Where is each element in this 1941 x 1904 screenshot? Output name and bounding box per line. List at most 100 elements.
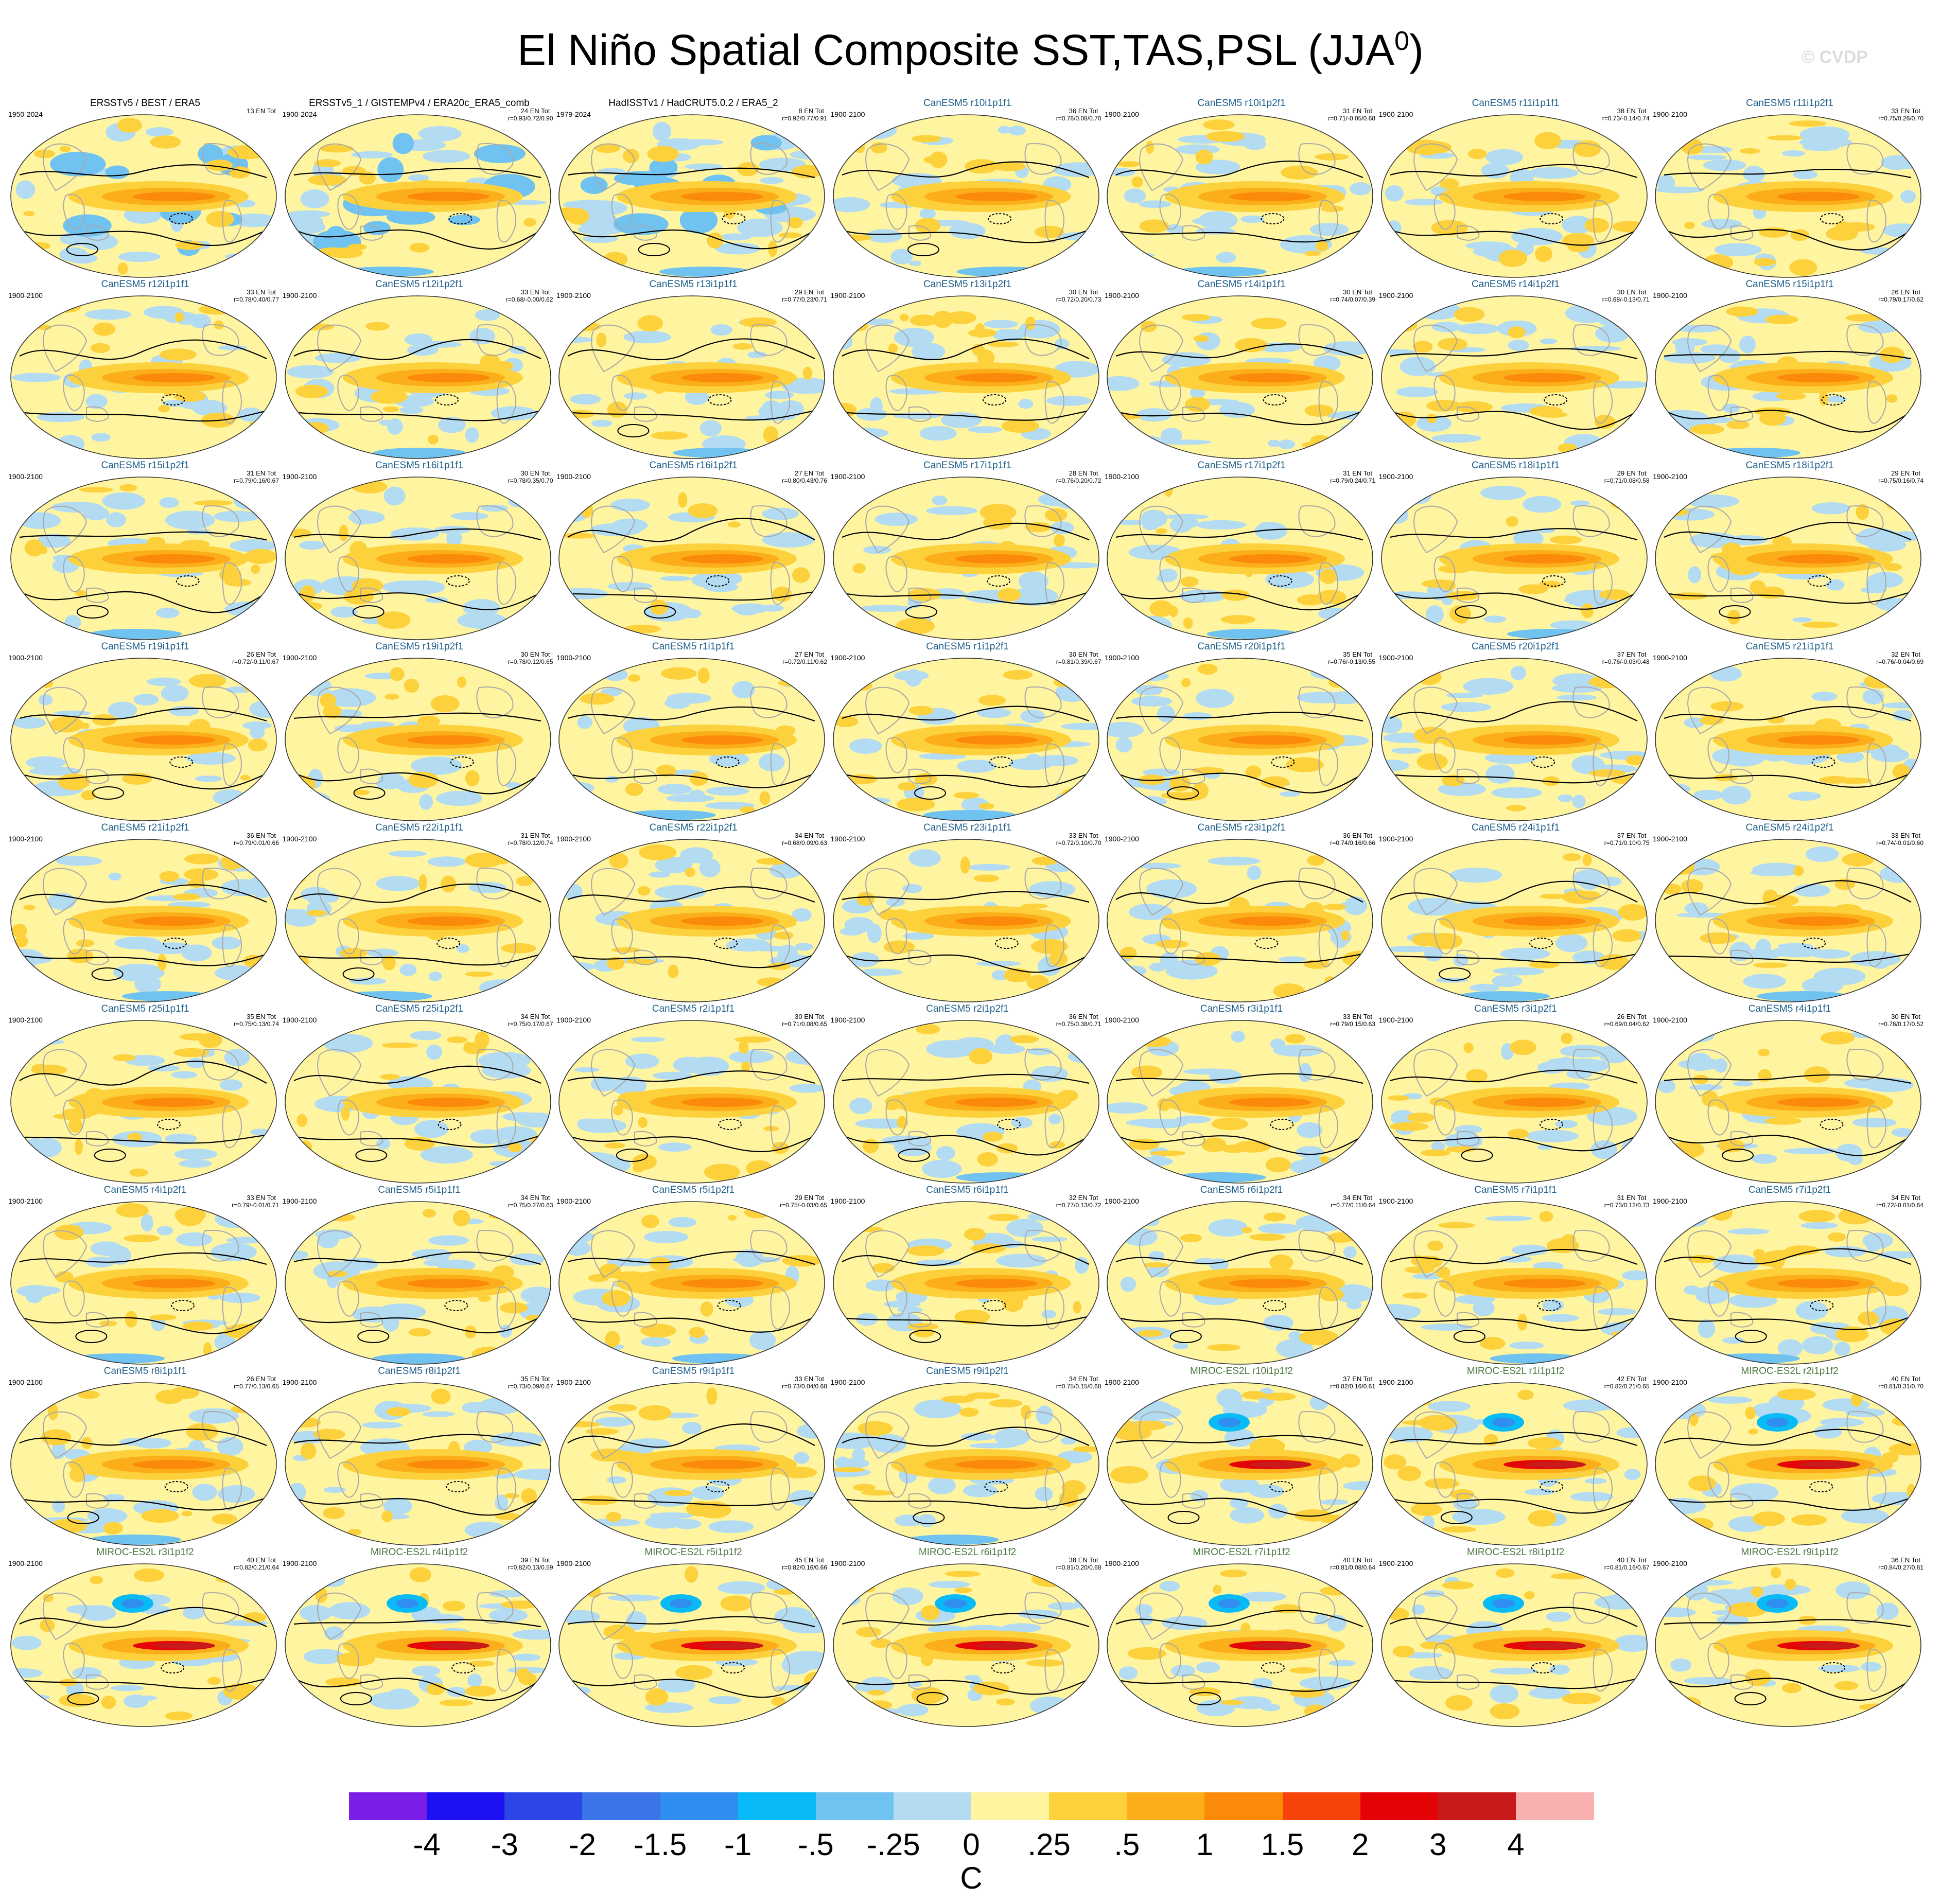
warm-anomaly-patch: [609, 853, 628, 869]
warm-anomaly-patch: [1124, 319, 1135, 332]
warm-anomaly-patch: [1155, 528, 1167, 534]
composite-map: [10, 114, 277, 278]
coastline: [1456, 225, 1479, 241]
cool-anomaly-patch: [231, 213, 276, 227]
warm-anomaly-patch: [1542, 776, 1560, 786]
cool-anomaly-patch: [801, 1414, 820, 1425]
coastline: [1846, 1049, 1884, 1081]
cool-anomaly-patch: [833, 197, 870, 213]
figure-title: El Niño Spatial Composite SST,TAS,PSL (J…: [0, 15, 1941, 76]
psl-contour: [1438, 967, 1471, 981]
panel-years: 1900-2100: [1653, 291, 1687, 299]
warm-anomaly-patch: [1681, 879, 1704, 893]
warm-anomaly-patch: [500, 1600, 539, 1609]
composite-map: [1380, 658, 1648, 821]
cool-anomaly-patch: [855, 968, 902, 976]
cool-anomaly-patch: [591, 419, 613, 427]
coastline: [222, 381, 242, 424]
cool-anomaly-patch: [253, 1328, 276, 1343]
coastline: [1846, 1411, 1884, 1443]
panel-pattern-correlation: r=0.84/0.27/0.81: [1878, 1564, 1923, 1571]
psl-contour: [1121, 591, 1366, 611]
psl-contour: [1664, 1248, 1912, 1265]
cool-anomaly-patch: [1057, 1399, 1078, 1405]
cool-anomaly-patch: [749, 1331, 776, 1350]
cool-anomaly-patch: [668, 1217, 697, 1228]
warm-anomaly-patch: [248, 738, 268, 752]
warm-anomaly-patch: [623, 624, 661, 633]
cool-anomaly-patch: [165, 1133, 197, 1144]
cool-anomaly-patch: [218, 345, 248, 350]
warm-anomaly-patch: [1139, 219, 1169, 233]
cool-anomaly-patch: [102, 492, 145, 510]
cool-anomaly-patch: [1342, 435, 1373, 444]
psl-contour: [1395, 1315, 1640, 1331]
map-border: [1107, 477, 1373, 640]
coastline: [63, 737, 85, 773]
psl-contour: [847, 228, 1092, 243]
panel-years: 1900-2100: [1653, 1197, 1687, 1205]
cool-anomaly-patch: [1123, 965, 1147, 977]
warm-anomaly-patch: [1341, 930, 1350, 941]
coastline: [885, 375, 907, 411]
warm-anomaly-patch: [471, 1347, 504, 1362]
warm-anomaly-patch: [150, 135, 181, 149]
map-panel: CanESM5 r18i1p2f1 1900-2100 29 EN Tot r=0.7…: [1652, 460, 1928, 645]
warm-anomaly-patch: [899, 313, 909, 322]
warm-anomaly-patch: [771, 1697, 786, 1706]
warm-anomaly-patch: [1599, 589, 1630, 600]
enso-tongue-core: [1503, 554, 1586, 563]
warm-anomaly-patch: [833, 1467, 865, 1473]
cool-anomaly-patch: [1542, 1314, 1579, 1323]
warm-anomaly-patch: [386, 1407, 410, 1417]
psl-negative-contour: [157, 1119, 181, 1130]
composite-map: [10, 839, 277, 1002]
cool-anomaly-patch: [1687, 154, 1727, 160]
psl-contour: [293, 528, 541, 541]
panel-pattern-correlation: r=0.75/0.27/0.63: [508, 1202, 553, 1209]
warm-anomaly-patch: [1129, 1420, 1166, 1431]
cool-anomaly-patch: [192, 400, 227, 416]
map-panel: CanESM5 r9i1p1f1 1900-2100 33 EN Tot r=0.73…: [555, 1366, 831, 1551]
psl-negative-contour: [1542, 575, 1566, 587]
coastline: [1139, 686, 1184, 735]
coastline: [1730, 1493, 1754, 1509]
southern-ocean-cool-band: [1174, 267, 1267, 277]
psl-contour: [299, 1134, 544, 1148]
cool-anomaly-patch: [1705, 1589, 1753, 1605]
warm-anomaly-patch: [739, 1041, 749, 1054]
coastline: [1707, 193, 1729, 230]
warm-anomaly-patch: [602, 1290, 631, 1307]
cool-anomaly-patch: [448, 215, 480, 225]
cool-anomaly-patch: [108, 1246, 131, 1265]
panel-event-count: 26 EN Tot: [247, 1375, 276, 1383]
cool-anomaly-patch: [1110, 504, 1135, 510]
warm-anomaly-patch: [1024, 522, 1051, 533]
panel-event-count: 40 EN Tot: [1343, 1556, 1372, 1564]
warm-anomaly-patch: [979, 504, 1017, 521]
warm-anomaly-patch: [90, 343, 111, 353]
cool-anomaly-patch: [559, 1156, 585, 1163]
psl-contour: [567, 1423, 815, 1448]
warm-anomaly-patch: [1728, 1602, 1768, 1617]
warm-anomaly-patch: [1397, 1466, 1421, 1482]
warm-anomaly-patch: [1234, 338, 1268, 352]
panel-years: 1900-2100: [556, 1559, 591, 1567]
warm-anomaly-patch: [1435, 1266, 1450, 1278]
panel-years: 1900-2100: [1378, 1197, 1413, 1205]
cool-anomaly-patch: [111, 1685, 144, 1691]
warm-anomaly-patch: [1744, 1669, 1771, 1686]
cool-anomaly-patch: [580, 176, 608, 194]
psl-contour: [572, 771, 818, 788]
coastline: [1318, 200, 1338, 243]
composite-map: [832, 839, 1099, 1002]
cool-anomaly-patch: [897, 1704, 929, 1717]
warm-anomaly-patch: [1655, 507, 1689, 517]
cool-anomaly-patch: [1035, 1487, 1053, 1502]
southern-ocean-cool-band: [623, 810, 716, 820]
psl-contour: [1395, 953, 1640, 963]
cool-anomaly-patch: [1728, 1228, 1770, 1235]
cool-anomaly-patch: [1765, 1584, 1789, 1591]
warm-anomaly-patch: [988, 1213, 1019, 1221]
warm-anomaly-patch: [964, 1228, 986, 1241]
